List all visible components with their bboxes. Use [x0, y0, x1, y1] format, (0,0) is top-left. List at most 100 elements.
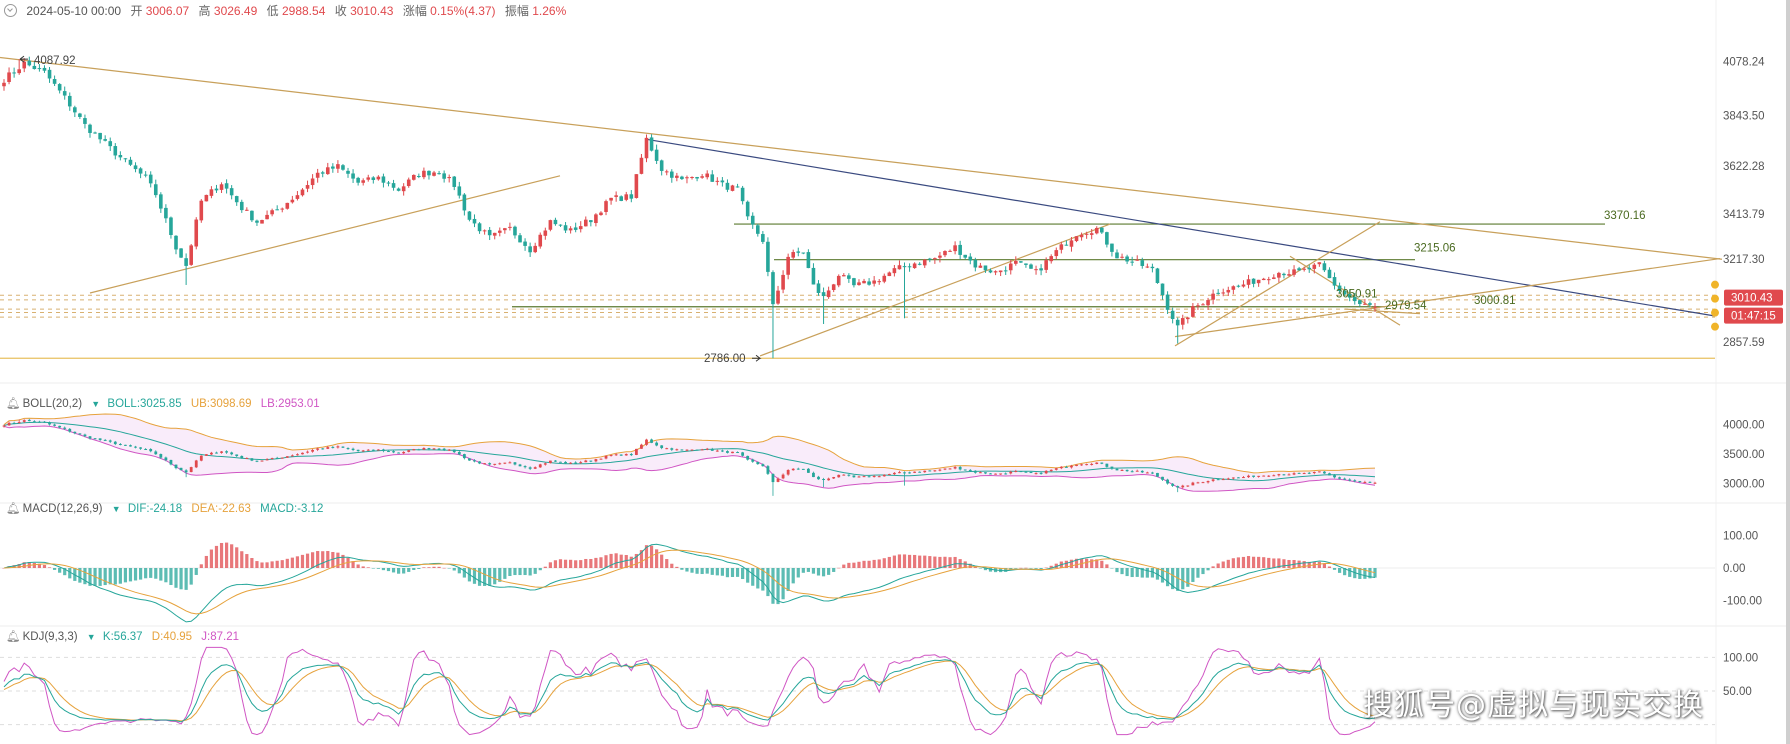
boll-candle-body	[1075, 464, 1078, 466]
macd-histogram-bar	[305, 553, 310, 568]
boll-legend[interactable]: 🔔︎ BOLL(20,2) ▼ BOLL:3025.85 UB:3098.69 L…	[6, 398, 320, 410]
boll-candle-body	[174, 464, 178, 469]
boll-candle-body	[781, 474, 785, 479]
candle-body	[78, 113, 82, 117]
macd-histogram-bar	[144, 568, 148, 579]
candle-body	[1332, 277, 1337, 286]
macd-histogram-bar	[1327, 566, 1332, 568]
macd-histogram-bar	[1150, 568, 1155, 578]
macd-dea-label: DEA	[191, 503, 216, 515]
boll-candle-body	[1247, 475, 1250, 478]
candle-body	[214, 188, 219, 191]
macd-histogram-bar	[391, 568, 396, 573]
boll-candle-body	[771, 473, 775, 483]
boll-candle-body	[32, 421, 36, 423]
boll-candle-body	[503, 462, 507, 464]
bell-icon[interactable]: 🔔︎	[6, 503, 21, 515]
candle-body	[968, 256, 973, 261]
boll-mid-value: 3025.85	[140, 398, 182, 410]
candle-body	[351, 173, 355, 179]
macd-histogram-bar	[179, 568, 183, 590]
candle-body	[1069, 240, 1074, 247]
macd-histogram-bar	[427, 567, 431, 568]
macd-histogram-bar	[735, 568, 740, 577]
macd-histogram-bar	[1272, 558, 1276, 568]
bell-icon[interactable]: 🔔︎	[6, 631, 21, 643]
macd-hist-label: MACD	[260, 503, 294, 515]
macd-legend[interactable]: 🔔︎ MACD(12,26,9) ▼ DIF:-24.18 DEA:-22.63 …	[6, 503, 324, 515]
change-label: 涨幅	[402, 4, 427, 18]
macd-histogram-bar	[280, 560, 284, 568]
candle-body	[816, 283, 821, 293]
caret-down-icon[interactable]: ▼	[111, 504, 121, 514]
macd-histogram-bar	[1201, 568, 1205, 575]
macd-histogram-bar	[1241, 556, 1246, 568]
macd-histogram-bar	[584, 558, 588, 568]
macd-histogram-bar	[624, 554, 628, 568]
high-label: 高	[198, 4, 211, 18]
candle-body	[1307, 267, 1312, 270]
boll-candle-body	[457, 452, 461, 455]
caret-down-icon[interactable]: ▼	[86, 632, 96, 642]
candle-body	[1241, 284, 1246, 287]
alert-marker-icon	[1711, 308, 1719, 317]
macd-histogram-bar	[1049, 565, 1053, 568]
boll-candle-body	[341, 446, 345, 448]
candle-body	[912, 263, 917, 269]
macd-histogram-bar	[827, 568, 831, 575]
macd-histogram-bar	[250, 558, 254, 568]
macd-histogram-bar	[240, 551, 244, 568]
boll-candle-body	[584, 460, 588, 463]
candle-body	[680, 176, 684, 180]
boll-candle-body	[296, 454, 299, 456]
macd-histogram-bar	[412, 568, 416, 570]
high-value: 3026.49	[213, 4, 258, 18]
candle-body	[604, 201, 608, 212]
boll-candle-body	[559, 461, 562, 463]
candle-body	[1165, 294, 1170, 310]
collapse-icon[interactable]	[4, 4, 17, 17]
macd-histogram-bar	[569, 559, 573, 568]
candle-body	[1135, 259, 1140, 261]
macd-dea-value: -22.63	[218, 503, 251, 515]
boll-mid-line	[3, 421, 1376, 482]
candle-body	[614, 195, 618, 197]
macd-histogram-bar	[579, 560, 583, 568]
boll-candle-body	[2, 425, 6, 427]
boll-candle-body	[1262, 475, 1266, 477]
macd-histogram-bar	[366, 567, 370, 568]
candle-body	[1322, 263, 1327, 271]
macd-histogram-bar	[796, 568, 800, 578]
boll-candle-body	[685, 449, 689, 451]
candle-body	[1256, 279, 1261, 284]
boll-candle-body	[204, 454, 208, 456]
macd-histogram-bar	[892, 555, 896, 568]
macd-y-tick: 100.00	[1723, 531, 1758, 543]
macd-histogram-bar	[791, 568, 795, 584]
macd-histogram-bar	[1034, 568, 1038, 569]
bell-icon[interactable]: 🔔︎	[6, 398, 21, 410]
annotation-3215: 3215.06	[1414, 243, 1456, 255]
boll-candle-body	[260, 460, 264, 462]
boll-candle-body	[837, 474, 841, 478]
boll-candle-body	[872, 476, 876, 478]
boll-candle-body	[1115, 468, 1119, 471]
boll-candle-body	[1135, 470, 1139, 472]
candle-body	[148, 174, 153, 184]
boll-candle-body	[1237, 477, 1240, 479]
candle-body	[1358, 300, 1362, 305]
kdj-k-label: K	[102, 631, 111, 643]
macd-dif-label: DIF	[127, 503, 147, 515]
candle-body	[1363, 303, 1367, 305]
kdj-legend[interactable]: 🔔︎ KDJ(9,3,3) ▼ K:56.37 D:40.95 J:87.21	[6, 631, 240, 643]
boll-candle-body	[847, 474, 851, 476]
candle-body	[675, 175, 679, 178]
boll-candle-body	[103, 439, 107, 441]
macd-histogram-bar	[1302, 561, 1306, 568]
candle-body	[1029, 264, 1033, 269]
boll-candle-body	[1211, 479, 1215, 481]
candle-body	[164, 207, 168, 219]
caret-down-icon[interactable]: ▼	[91, 399, 101, 409]
macd-histogram-bar	[821, 568, 826, 577]
